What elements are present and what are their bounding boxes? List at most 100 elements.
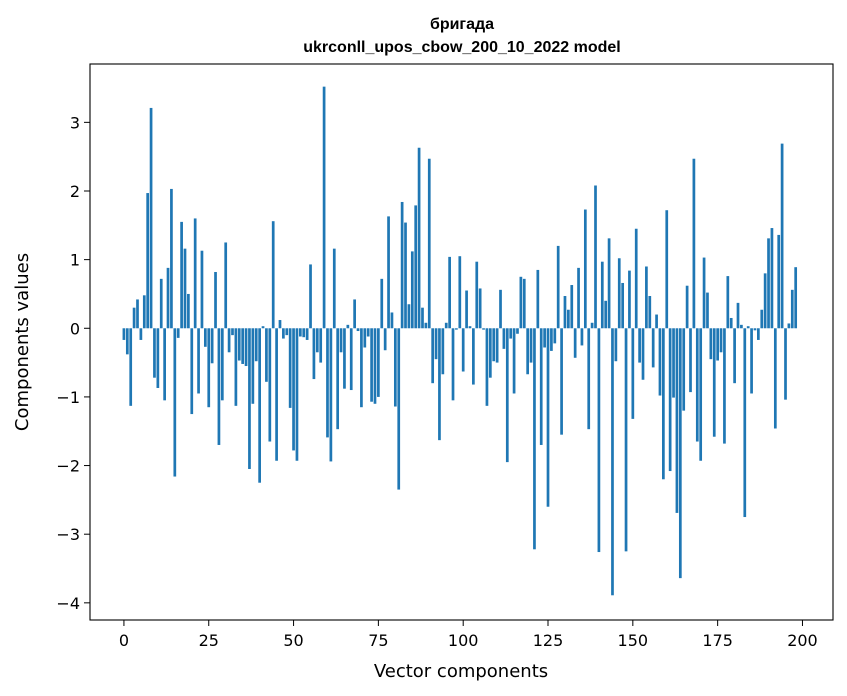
bar-component-120 [529, 328, 533, 363]
bar-component-80 [393, 328, 397, 407]
bar-component-112 [502, 328, 506, 349]
bar-component-47 [282, 328, 285, 339]
bar-component-186 [753, 328, 757, 331]
bar-component-61 [329, 328, 333, 462]
bar-component-188 [760, 309, 764, 329]
bar-component-123 [539, 328, 543, 445]
bar-component-42 [265, 328, 268, 382]
bar-component-53 [302, 328, 306, 338]
bar-component-96 [448, 256, 451, 329]
bar-component-66 [346, 324, 350, 329]
bar-component-162 [672, 328, 675, 398]
bar-component-77 [383, 328, 387, 351]
bar-component-101 [465, 290, 468, 329]
bar-component-36 [244, 328, 248, 367]
bar-component-159 [662, 328, 665, 480]
bar-component-34 [237, 328, 241, 361]
bar-component-168 [692, 158, 696, 329]
bar-component-137 [587, 328, 591, 430]
bar-component-129 [560, 328, 563, 435]
bar-component-20 [190, 328, 194, 415]
bar-component-139 [594, 185, 597, 329]
bar-component-154 [645, 266, 648, 329]
bar-component-146 [617, 258, 621, 329]
bar-component-67 [349, 328, 353, 391]
bar-component-46 [278, 320, 282, 329]
bar-component-180 [733, 328, 736, 384]
x-tick-label: 50 [283, 631, 303, 650]
bar-component-155 [648, 296, 652, 329]
bar-component-75 [377, 328, 380, 397]
bar-component-63 [336, 328, 340, 430]
bar-component-79 [390, 312, 394, 329]
bar-component-5 [139, 328, 143, 340]
x-tick-label: 100 [448, 631, 479, 650]
bar-component-29 [220, 328, 224, 401]
bar-component-48 [285, 328, 289, 336]
bar-component-78 [387, 216, 390, 329]
y-tick-label: 1 [70, 251, 80, 270]
bar-component-94 [441, 328, 445, 375]
bar-component-121 [533, 328, 536, 550]
bar-component-187 [757, 328, 760, 340]
bar-component-143 [607, 238, 611, 329]
y-tick-label: 3 [70, 113, 80, 132]
bar-component-52 [298, 328, 302, 337]
bar-component-68 [353, 299, 356, 329]
bar-component-35 [241, 328, 245, 364]
bar-component-24 [203, 328, 207, 347]
bar-component-108 [488, 328, 492, 378]
bar-component-59 [322, 86, 326, 329]
bar-component-147 [621, 282, 625, 329]
bar-component-92 [434, 328, 438, 360]
bar-component-19 [187, 293, 190, 329]
bar-component-175 [716, 328, 719, 361]
bar-component-128 [556, 245, 560, 329]
bar-component-161 [668, 328, 672, 472]
bar-component-12 [163, 328, 166, 401]
bar-component-172 [706, 292, 709, 329]
bar-component-56 [312, 328, 316, 380]
bar-component-110 [495, 328, 499, 363]
bar-component-15 [173, 328, 177, 477]
bar-component-109 [492, 328, 496, 362]
bar-component-102 [468, 326, 472, 329]
bar-component-14 [170, 188, 173, 329]
bar-component-164 [678, 328, 682, 579]
bar-component-64 [339, 328, 343, 353]
bar-component-88 [421, 307, 424, 329]
bar-component-90 [427, 158, 431, 329]
bar-component-32 [231, 328, 234, 336]
bar-component-16 [176, 328, 180, 338]
bar-component-21 [193, 218, 197, 329]
y-tick-label: 2 [70, 182, 80, 201]
bar-component-149 [628, 270, 631, 329]
bar-component-99 [458, 256, 462, 329]
bar-component-131 [567, 309, 570, 329]
bar-component-107 [485, 328, 489, 406]
bar-component-87 [417, 147, 421, 329]
plot-area-frame [89, 63, 834, 621]
bar-component-74 [373, 328, 377, 404]
bar-component-140 [597, 328, 601, 553]
bar-component-134 [577, 267, 580, 329]
bar-component-105 [478, 288, 482, 329]
bar-component-111 [499, 289, 502, 329]
bar-component-28 [217, 328, 221, 445]
bar-component-151 [634, 228, 638, 329]
bar-component-31 [227, 328, 231, 353]
bar-component-91 [431, 328, 435, 384]
bar-component-117 [519, 276, 523, 329]
bar-component-132 [570, 285, 574, 329]
bar-component-152 [638, 328, 641, 363]
bar-component-115 [512, 328, 516, 394]
bar-component-76 [380, 278, 384, 329]
bar-component-86 [414, 205, 418, 329]
bar-component-141 [600, 261, 604, 329]
bar-component-0 [122, 328, 126, 340]
bar-component-69 [356, 328, 360, 332]
bar-component-169 [695, 328, 699, 442]
bar-component-57 [315, 328, 319, 353]
y-axis-label: Components values [12, 253, 33, 431]
